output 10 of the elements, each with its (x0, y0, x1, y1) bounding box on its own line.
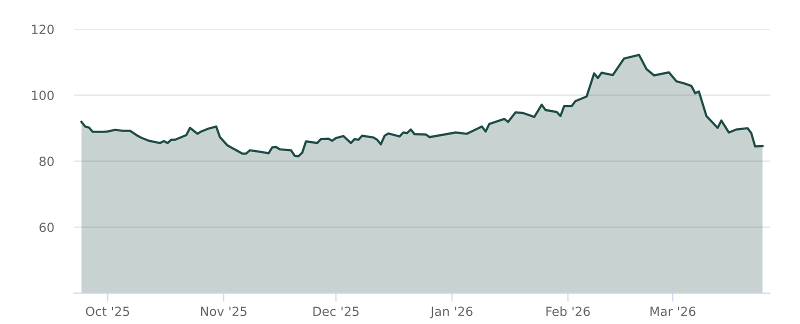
y-tick-label: 120 (32, 24, 54, 34)
x-tick-label: Mar '26 (650, 306, 696, 316)
y-tick-label: 60 (40, 222, 54, 232)
x-tick-label: Nov '25 (201, 306, 246, 316)
x-tick-label: Dec '25 (313, 306, 359, 316)
x-tick-label: Jan '26 (430, 306, 472, 318)
x-tick-label: Feb '26 (546, 306, 590, 316)
y-tick-label: 100 (32, 90, 54, 100)
y-tick-label: 80 (39, 156, 54, 166)
x-tick-label: Oct '25 (86, 306, 130, 316)
